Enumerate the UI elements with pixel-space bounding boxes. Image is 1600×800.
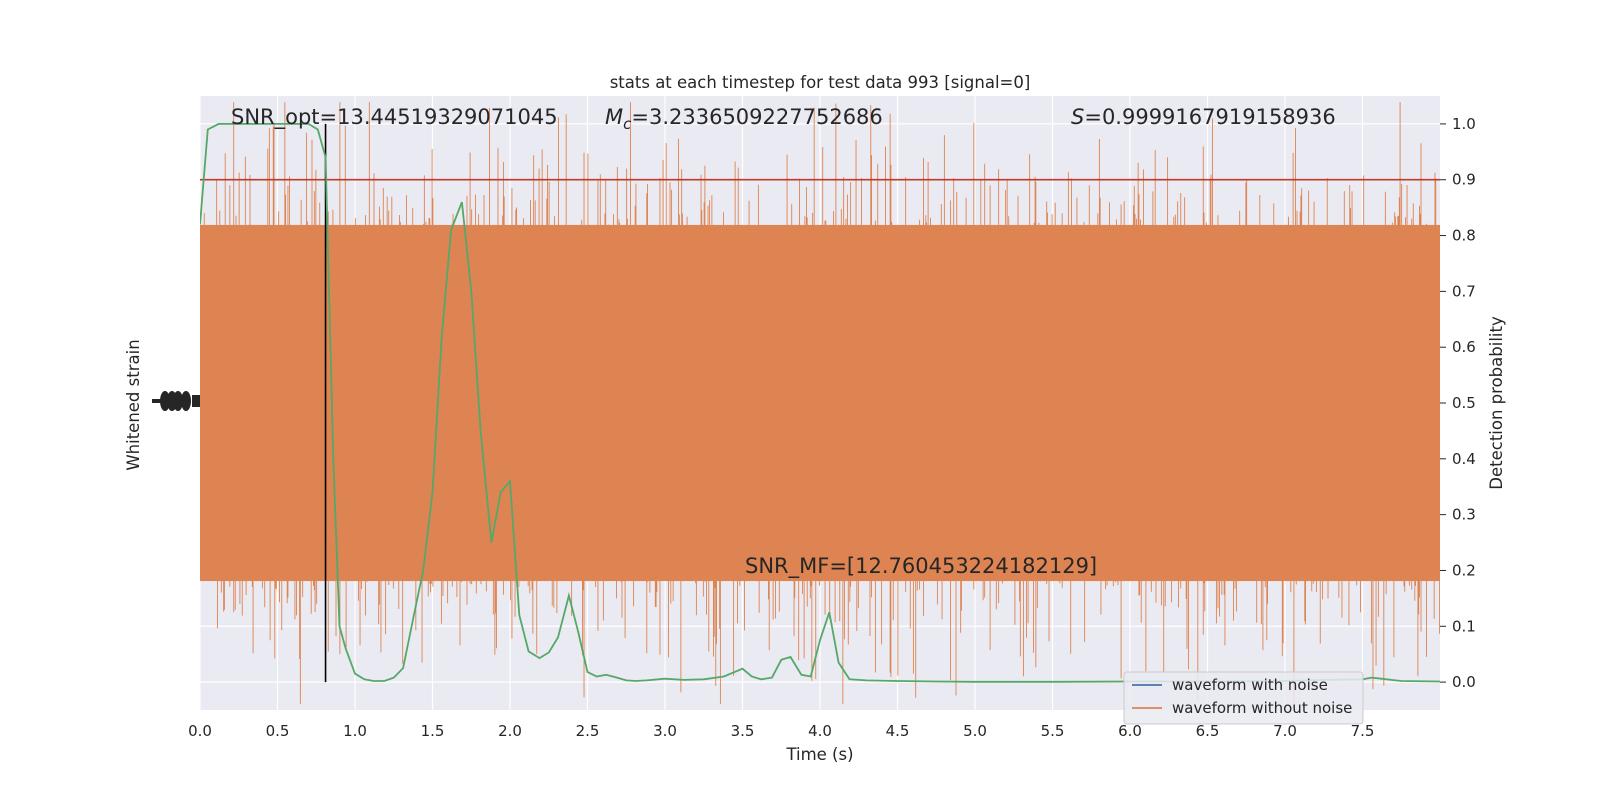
- right-tick-label-2: 0.2: [1452, 561, 1476, 579]
- left-axis-label: Whitened strain: [124, 339, 143, 470]
- right-axis-label: Detection probability: [1487, 316, 1506, 490]
- annotation-score: S=0.9999167919158936: [1071, 105, 1336, 129]
- right-tick-label-3: 0.3: [1452, 506, 1476, 524]
- right-axis-ticks: 0.0 0.1 0.2 0.3 0.4 0.5 0.6 0.7 0.8 0.9 1.0: [1440, 115, 1476, 691]
- x-tick-label-6: 3.0: [653, 722, 677, 740]
- right-tick-label-7: 0.7: [1452, 282, 1476, 300]
- right-tick-label-8: 0.8: [1452, 227, 1476, 245]
- chart-title: stats at each timestep for test data 993…: [610, 73, 1031, 92]
- left-tick-mark: [192, 395, 200, 407]
- x-tick-label-15: 7.5: [1351, 722, 1375, 740]
- annotation-score-value: =0.9999167919158936: [1084, 105, 1335, 129]
- right-tick-label-1: 0.1: [1452, 617, 1476, 635]
- x-tick-label-5: 2.5: [576, 722, 600, 740]
- x-tick-label-13: 6.5: [1196, 722, 1220, 740]
- right-tick-label-10: 1.0: [1452, 115, 1476, 133]
- annotation-chirp-mass-symbol: M: [605, 105, 623, 129]
- left-tick-cluster-2: [173, 391, 183, 411]
- x-tick-label-7: 3.5: [731, 722, 755, 740]
- annotation-chirp-mass-value: =3.2336509227752686: [631, 105, 882, 129]
- x-tick-label-1: 0.5: [266, 722, 290, 740]
- x-tick-label-0: 0.0: [188, 722, 212, 740]
- x-axis-label: Time (s): [785, 745, 853, 764]
- x-tick-label-3: 1.5: [421, 722, 445, 740]
- right-tick-label-6: 0.6: [1452, 338, 1476, 356]
- series-detection-probability: [200, 123, 1440, 683]
- legend: waveform with noise waveform without noi…: [1123, 671, 1364, 725]
- annotation-chirp-mass-sub: c: [623, 115, 632, 133]
- legend-label-without-noise: waveform without noise: [1172, 699, 1352, 717]
- left-axis-ticks: [152, 391, 200, 411]
- strain-traces: [200, 102, 1440, 704]
- x-axis-ticks: 0.0 0.5 1.0 1.5 2.0 2.5 3.0 3.5 4.0 4.5 5.0 5.5 6.0 6…: [188, 722, 1374, 740]
- right-tick-label-4: 0.4: [1452, 450, 1476, 468]
- legend-box: [1123, 671, 1364, 725]
- left-tick-cluster-3: [181, 391, 191, 411]
- annotation-chirp-mass: Mc=3.2336509227752686: [605, 105, 883, 133]
- annotation-snr-mf: SNR_MF=[12.760453224182129]: [745, 554, 1097, 579]
- x-tick-label-10: 5.0: [963, 722, 987, 740]
- left-tick-dash: [152, 399, 166, 403]
- x-tick-label-9: 4.5: [886, 722, 910, 740]
- annotation-score-symbol: S: [1071, 105, 1084, 129]
- x-tick-label-8: 4.0: [808, 722, 832, 740]
- x-tick-label-4: 2.0: [498, 722, 522, 740]
- right-tick-label-0: 0.0: [1452, 673, 1476, 691]
- x-tick-label-12: 6.0: [1118, 722, 1142, 740]
- right-tick-label-5: 0.5: [1452, 394, 1476, 412]
- annotation-snr-opt: SNR_opt=13.44519329071045: [231, 105, 558, 130]
- x-tick-label-14: 7.0: [1273, 722, 1297, 740]
- x-tick-label-11: 5.5: [1041, 722, 1065, 740]
- series-waveform-without-noise-core: [200, 224, 1440, 582]
- x-tick-label-2: 1.0: [343, 722, 367, 740]
- legend-label-with-noise: waveform with noise: [1172, 676, 1328, 694]
- probability-layer: [200, 123, 1440, 683]
- right-tick-label-9: 0.9: [1452, 171, 1476, 189]
